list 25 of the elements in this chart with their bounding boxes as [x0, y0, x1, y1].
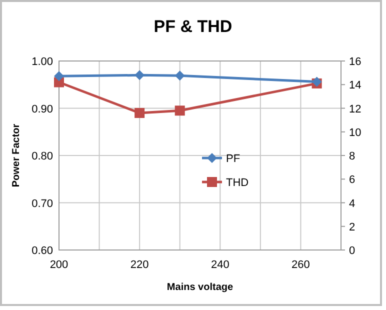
y-axis-title: Power Factor [11, 124, 22, 188]
x-tick-label: 200 [50, 259, 68, 271]
y-tick-label: 0.90 [32, 103, 53, 116]
y-tick-label: 0.80 [32, 150, 53, 162]
x-tick-label: 240 [210, 259, 230, 271]
point [134, 108, 145, 118]
y-tick-label: 1.00 [32, 56, 53, 68]
y2-tick-label: 10 [349, 126, 362, 139]
x-axis-title: Mains voltage [166, 282, 234, 293]
y2-tick-label: 14 [349, 80, 362, 92]
point [174, 106, 185, 116]
x-tick-label: 260 [292, 259, 310, 271]
y2-tick-label: 12 [349, 103, 362, 116]
y-tick-label: 0.60 [32, 245, 53, 257]
x-tick-label: 220 [130, 259, 149, 271]
chart-title: PF & THD [154, 17, 232, 36]
legend-label: THD [226, 177, 249, 189]
y2-tick-label: 0 [349, 245, 356, 257]
y2-tick-label: 8 [349, 150, 356, 162]
y2-tick-label: 6 [349, 174, 356, 186]
y2-tick-label: 2 [349, 221, 356, 234]
y-tick-label: 0.70 [32, 198, 53, 210]
y2-tick-label: 4 [349, 198, 356, 210]
legend-label: PF [226, 153, 240, 165]
y2-tick-label: 16 [349, 56, 362, 68]
